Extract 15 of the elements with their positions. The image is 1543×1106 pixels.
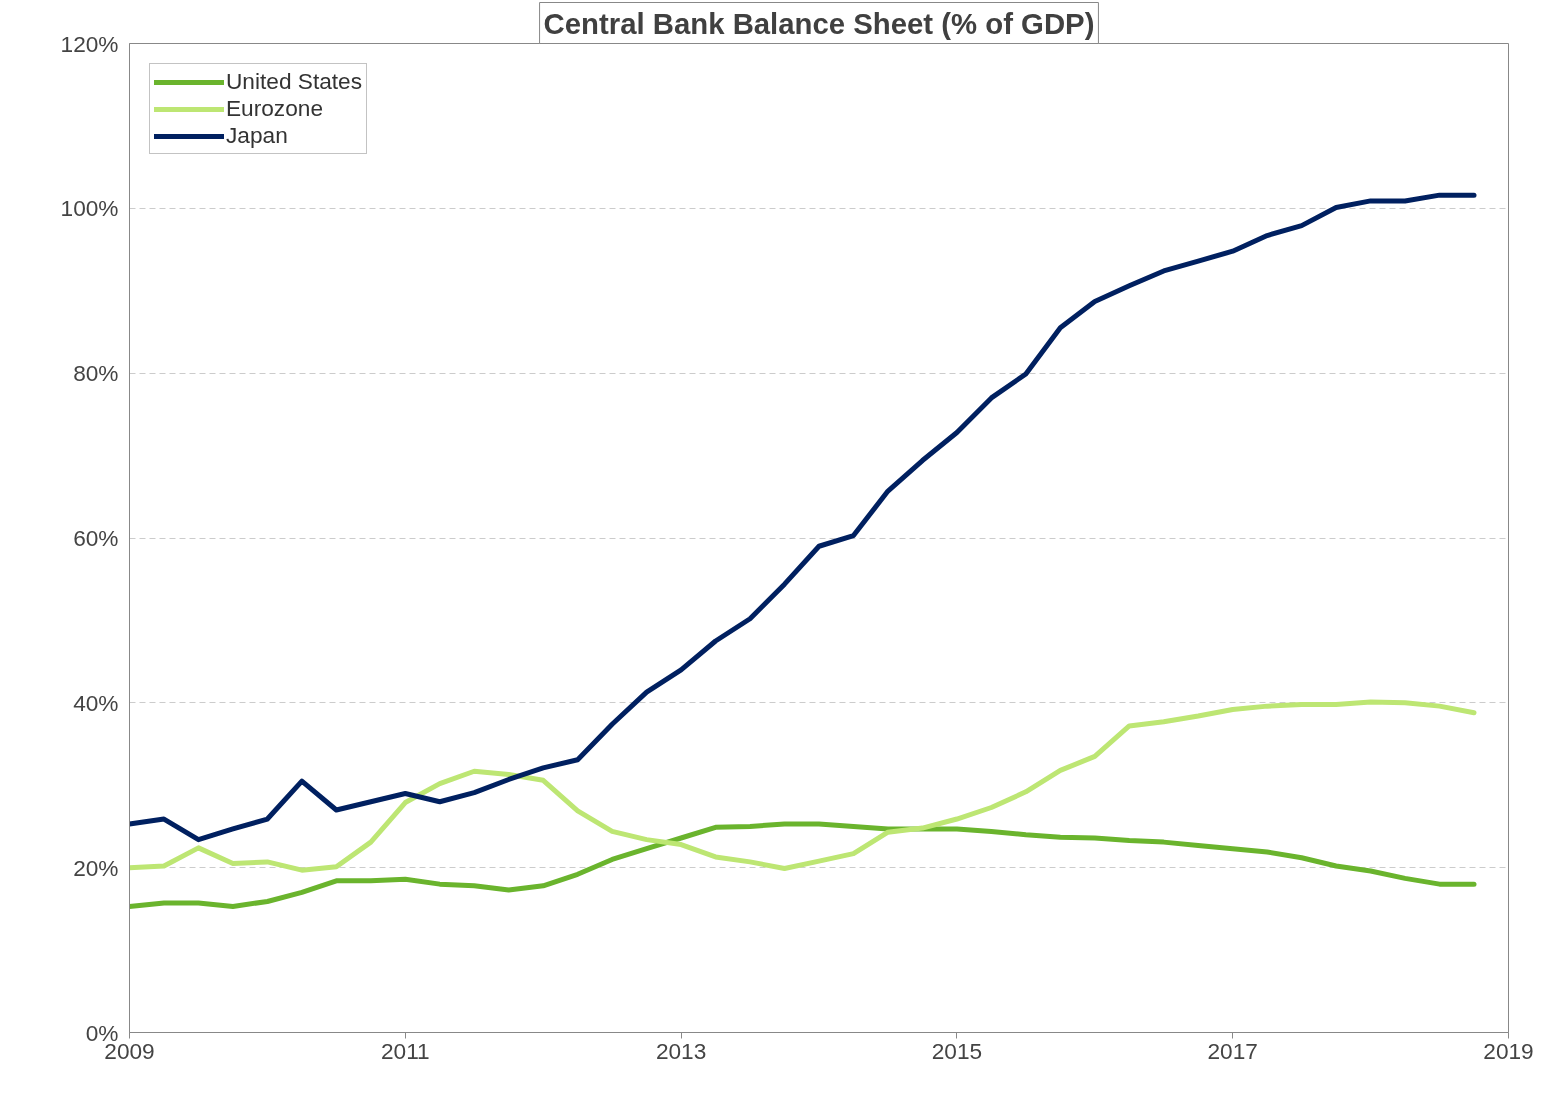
y-tick-label: 120%	[60, 30, 119, 57]
x-tick-label: 2013	[655, 1037, 707, 1064]
legend-label: United States	[226, 68, 363, 95]
chart-title: Central Bank Balance Sheet (% of GDP)	[543, 6, 1095, 40]
y-tick-label: 40%	[73, 689, 119, 716]
legend-label: Eurozone	[226, 95, 323, 122]
x-tick-label: 2011	[380, 1037, 430, 1064]
y-tick-label: 80%	[73, 360, 119, 387]
x-tick-label: 2017	[1207, 1037, 1258, 1064]
y-tick-label: 100%	[60, 195, 119, 222]
y-tick-label: 60%	[73, 525, 119, 551]
legend-label: Japan	[226, 122, 288, 149]
x-tick-label: 2019	[1483, 1037, 1534, 1064]
y-tick-label: 20%	[73, 854, 119, 881]
x-tick-label: 2015	[931, 1037, 983, 1064]
